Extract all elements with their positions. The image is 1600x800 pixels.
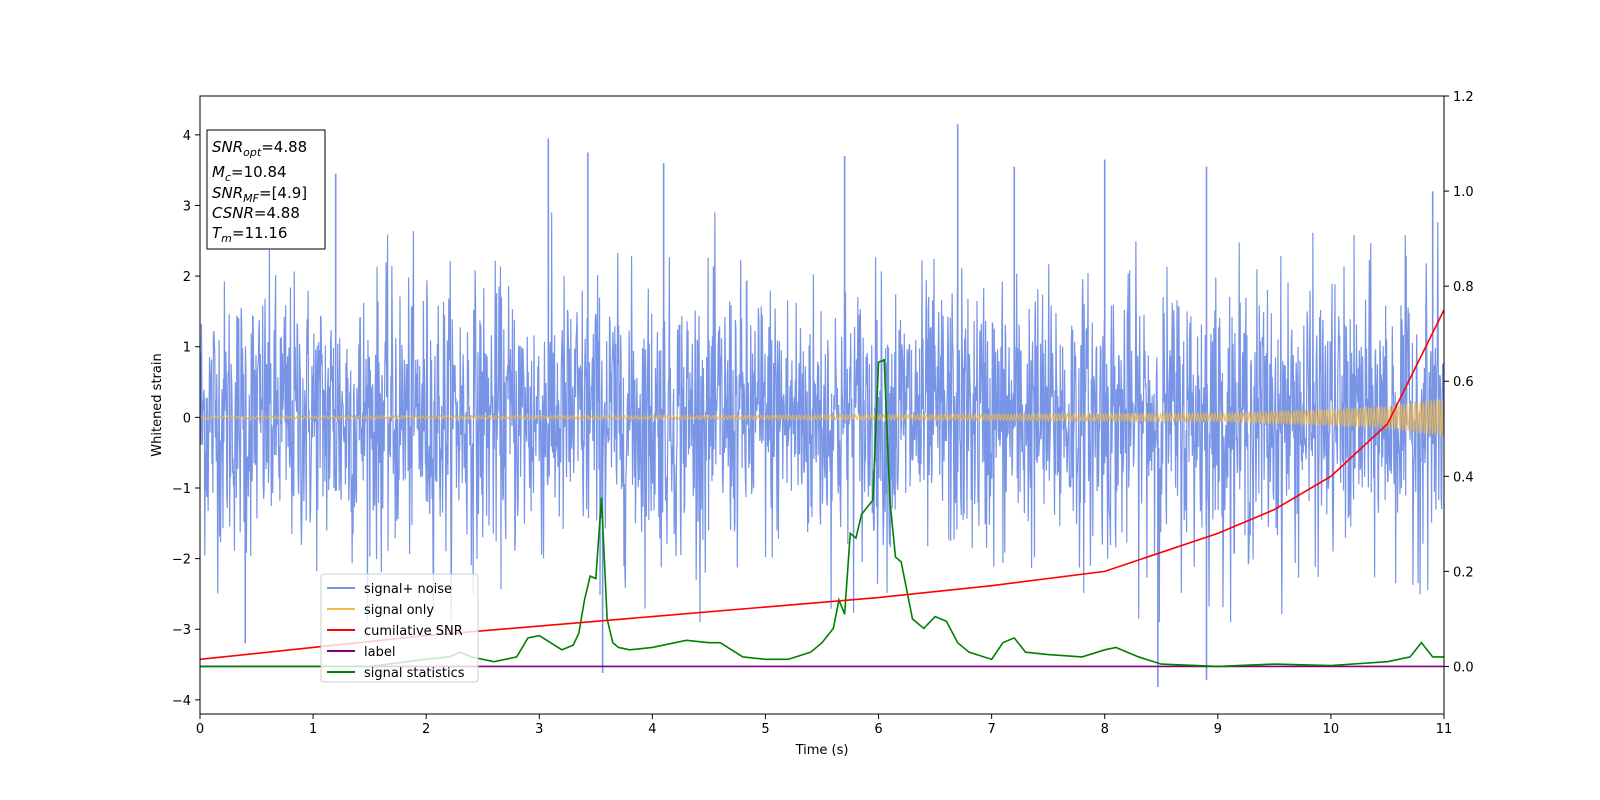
info-box: SNRopt=4.88 Mc=10.84 SNRMF=[4.9] CSNR=4.… bbox=[206, 129, 326, 250]
y-left-tick-label: 3 bbox=[183, 199, 191, 214]
series-signal-statistics bbox=[200, 358, 1444, 668]
y-axis-label: Whitened strain bbox=[150, 353, 165, 456]
y-left-tick-label: −1 bbox=[172, 482, 191, 497]
legend-entry-label: signal+ noise bbox=[364, 582, 452, 597]
y-left-tick-label: 4 bbox=[183, 129, 191, 144]
x-axis-label: Time (s) bbox=[795, 743, 849, 758]
y-right-tick-label: 1.2 bbox=[1453, 90, 1474, 105]
info-mc: Mc=10.84 bbox=[212, 163, 287, 184]
plot-frame bbox=[199, 95, 1445, 715]
legend-entries: signal+ noise signal only cumilative SNR la… bbox=[327, 582, 465, 681]
left-y-axis-ticks: −4 −3 −2 −1 0 1 2 3 4 bbox=[172, 129, 200, 709]
series-signal-only bbox=[200, 398, 1444, 437]
y-left-tick-label: −4 bbox=[172, 694, 191, 709]
y-right-tick-label: 0.4 bbox=[1453, 470, 1474, 485]
info-csnr: CSNR=4.88 bbox=[212, 204, 300, 222]
y-left-tick-label: −2 bbox=[172, 553, 191, 568]
x-tick-label: 1 bbox=[309, 722, 317, 737]
y-left-tick-label: −3 bbox=[172, 623, 191, 638]
x-tick-label: 11 bbox=[1436, 722, 1453, 737]
y-right-tick-label: 1.0 bbox=[1453, 185, 1474, 200]
y-right-tick-label: 0.2 bbox=[1453, 565, 1474, 580]
y-right-tick-label: 0.8 bbox=[1453, 280, 1474, 295]
right-y-axis-ticks: 0.0 0.2 0.4 0.6 0.8 1.0 1.2 bbox=[1444, 90, 1474, 675]
y-right-tick-label: 0.6 bbox=[1453, 375, 1474, 390]
x-tick-label: 3 bbox=[535, 722, 543, 737]
legend-entry-label: cumilative SNR bbox=[364, 624, 463, 639]
series-signal-noise bbox=[200, 212, 1444, 623]
x-tick-label: 9 bbox=[1214, 722, 1222, 737]
info-tm: Tm=11.16 bbox=[212, 224, 287, 245]
x-tick-label: 5 bbox=[761, 722, 769, 737]
legend-entry-label: signal only bbox=[364, 603, 434, 618]
legend-entry-label: label bbox=[364, 645, 395, 660]
y-left-tick-label: 1 bbox=[183, 341, 191, 356]
signal-noise-layer bbox=[200, 124, 1444, 688]
legend: signal+ noise signal only cumilative SNR la… bbox=[320, 573, 479, 683]
x-tick-label: 0 bbox=[196, 722, 204, 737]
x-tick-label: 2 bbox=[422, 722, 430, 737]
x-tick-label: 10 bbox=[1323, 722, 1340, 737]
x-tick-label: 6 bbox=[874, 722, 882, 737]
x-tick-label: 8 bbox=[1101, 722, 1109, 737]
x-tick-label: 7 bbox=[987, 722, 995, 737]
y-right-tick-label: 0.0 bbox=[1453, 660, 1474, 675]
y-left-tick-label: 2 bbox=[183, 270, 191, 285]
info-snr-mf: SNRMF=[4.9] bbox=[212, 184, 307, 205]
y-left-tick-label: 0 bbox=[183, 411, 191, 426]
signal-only-layer bbox=[200, 398, 1444, 437]
legend-entry-label: signal statistics bbox=[364, 666, 465, 681]
info-snr-opt: SNRopt=4.88 bbox=[212, 138, 307, 159]
info-box-frame bbox=[206, 129, 326, 250]
plot-area bbox=[200, 124, 1444, 688]
legend-frame bbox=[320, 573, 479, 683]
x-tick-label: 4 bbox=[648, 722, 656, 737]
x-axis-ticks: 0 1 2 3 4 5 6 7 8 9 10 11 bbox=[196, 714, 1452, 737]
